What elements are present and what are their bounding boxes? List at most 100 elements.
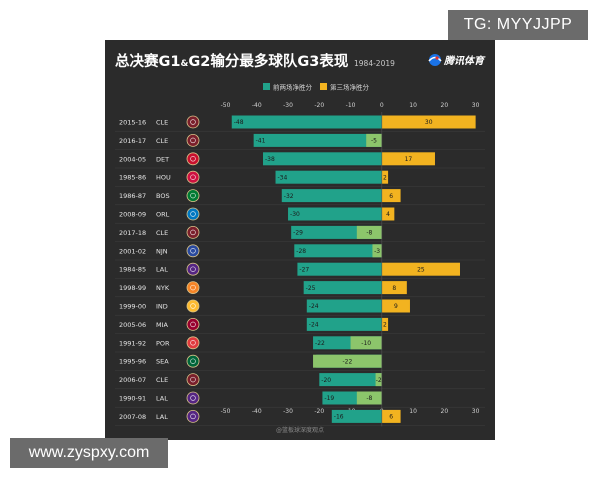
bar-g3 [381,152,435,166]
season-label: 2008-09 [119,211,146,219]
bar-g1g2-value-label: -27 [299,266,309,273]
bar-g3-value-label: -22 [343,358,353,365]
brand-name: 腾讯体育 [443,55,486,67]
bar-g3 [372,244,382,258]
bar-g3 [356,225,382,239]
bar-g3 [313,354,382,368]
bar-g3-value-label: -2 [376,377,382,384]
bar-g1g2 [294,244,382,258]
team-label: CLE [156,119,168,127]
team-label: LAL [156,395,168,403]
bar-g3 [350,336,382,350]
lakers-logo-icon [186,262,200,276]
season-label: 1995-96 [119,358,146,366]
bar-g1g2 [319,373,382,387]
lakers-logo-icon [186,391,200,405]
bar-g1g2-value-label: -29 [293,230,303,237]
season-label: 2005-06 [119,321,146,329]
magic-logo-icon [186,207,200,221]
tencent-sports-logo-icon [428,54,442,66]
bar-g3-value-label: -3 [374,248,380,255]
legend-label-g3: 第三场净胜分 [330,83,370,92]
bar-g1g2-value-label: -28 [296,248,306,255]
bar-g3-value-label: 8 [392,285,396,292]
team-label: LAL [156,266,168,274]
chart-row: 2017-18 CLE -29 -8 [115,225,485,242]
bar-g1g2 [297,262,382,276]
bar-g3-value-label: -8 [366,230,372,237]
bar-g3 [366,133,382,147]
bar-g1g2-value-label: -38 [265,156,275,163]
chart-row: 2016-17 CLE -41 -5 [115,133,485,150]
legend-swatch-loss [263,83,270,90]
bar-g1g2 [275,170,382,184]
legend: 前两场净胜分 第三场净胜分 [263,83,370,92]
x-tick-label-top: -40 [252,102,262,109]
team-label: MIA [156,321,169,329]
chart-row: 1998-99 NYK -25 8 [115,281,485,298]
chart-subtitle: 1984-2019 [354,59,395,68]
bar-g3-value-label: -8 [366,395,372,402]
season-label: 2004-05 [119,155,146,163]
bar-g1g2-value-label: -24 [309,303,319,310]
bar-g3 [381,170,389,184]
chart-title-ampersand: & [181,59,189,69]
watermark-bottom: www.zyspxy.com [10,438,168,468]
rockets-logo-icon [186,170,200,184]
x-tick-label-bottom: 10 [409,408,417,415]
team-label: SEA [156,358,169,366]
nets-logo-icon [186,244,200,258]
bar-g3-value-label: 9 [394,303,398,310]
celtics-logo-icon [186,189,200,203]
x-tick-label-bottom: 20 [441,408,449,415]
bar-g3-value-label: 6 [389,414,393,421]
chart-title: 总决赛G1&G2输分最多球队G3表现 [115,52,349,70]
chart-row: 1990-91 LAL -19 -8 [115,391,485,408]
season-label: 2006-07 [119,376,146,384]
bar-g3-value-label: 2 [383,174,387,181]
x-tick-label-top: -10 [346,102,356,109]
bar-g1g2 [288,207,382,221]
pistons-logo-icon [186,152,200,166]
chart-row: 1984-85 LAL -27 25 [115,262,485,279]
chart-panel: 总决赛G1&G2输分最多球队G3表现 1984-2019 腾讯体育 前两场净胜分… [105,40,495,440]
season-label: 1986-87 [119,192,146,200]
bar-g1g2-value-label: -19 [324,395,334,402]
supersonics-logo-icon [186,354,200,368]
bar-g1g2-value-label: -30 [290,211,300,218]
watermark-top: TG: MYYJJPP [448,10,588,40]
season-label: 2017-18 [119,229,146,237]
bar-g3 [381,281,407,295]
chart-row: 1999-00 IND -24 9 [115,299,485,316]
team-label: POR [156,339,170,347]
x-tick-label-top: -30 [283,102,293,109]
season-label: 1999-00 [119,303,146,311]
chart-title-part-2: G2输分最多球队G3表现 [188,52,348,70]
team-label: CLE [156,229,168,237]
cavaliers-logo-icon [186,373,200,387]
chart-row: 1991-92 POR -22 -10 [115,336,485,353]
chart-row: 2007-08 LAL -16 6 [115,409,485,426]
bar-g1g2 [253,133,382,147]
pacers-logo-icon [186,299,200,313]
x-axis-top: -50 -40 -30 -20 -10 0 10 20 30 [221,102,480,109]
cavaliers-logo-icon [186,115,200,129]
bar-g1g2-value-label: -22 [315,340,325,347]
chart-row: 2015-16 CLE -48 30 [115,115,485,132]
team-label: IND [156,303,168,311]
x-tick-label-bottom: 30 [472,408,480,415]
season-label: 2015-16 [119,119,146,127]
chart-row: 1985-86 HOU -34 2 [115,170,485,187]
bar-g1g2-value-label: -16 [334,414,344,421]
knicks-logo-icon [186,281,200,295]
x-tick-label-bottom: -40 [252,408,262,415]
bar-g1g2 [263,152,382,166]
bar-g1g2-value-label: -25 [306,285,316,292]
chart-row: 2001-02 NJN -28 -3 [115,244,485,261]
season-label: 2001-02 [119,247,146,255]
bar-g1g2-value-label: -41 [256,138,266,145]
bar-g3-value-label: 4 [386,211,390,218]
bar-g3-value-label: 30 [425,119,433,126]
x-tick-label-top: -50 [221,102,231,109]
